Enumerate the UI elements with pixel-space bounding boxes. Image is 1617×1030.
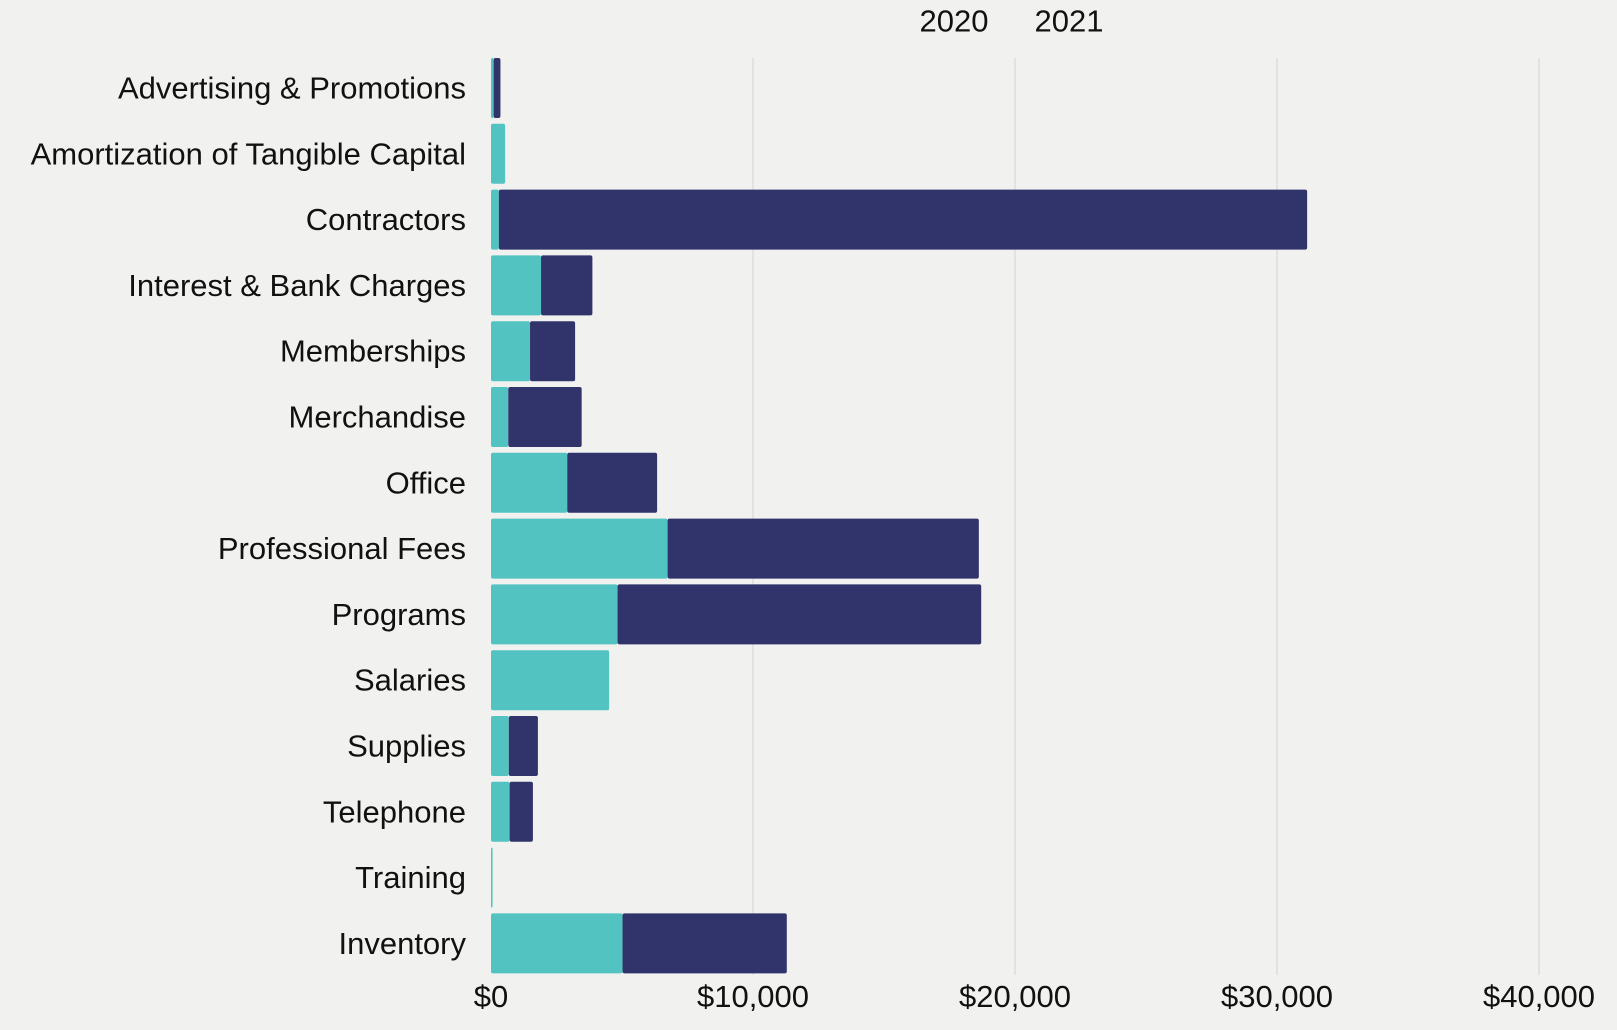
x-tick-label: $0: [474, 979, 508, 1014]
x-tick-label: $10,000: [697, 979, 809, 1014]
bar-2020-advertising-promotions: [491, 58, 494, 118]
legend: 2020 2021: [920, 4, 1104, 39]
category-labels: Advertising & Promotions Amortization of …: [31, 71, 467, 961]
x-tick-labels: $0 $10,000 $20,000 $30,000 $40,000: [474, 979, 1595, 1014]
bar-2021-telephone: [509, 781, 533, 842]
bar-2020-inventory: [491, 913, 623, 974]
bar-2020-amortization-of-tangible-capital: [491, 123, 506, 184]
category-label: Merchandise: [289, 400, 466, 435]
bar-2021-contractors: [498, 189, 1308, 250]
bar-2020-telephone: [491, 781, 510, 842]
x-tick-label: $40,000: [1483, 979, 1595, 1014]
category-label: Contractors: [306, 202, 466, 237]
category-label: Supplies: [347, 729, 466, 764]
x-tick-label: $20,000: [959, 979, 1071, 1014]
category-label: Memberships: [280, 334, 466, 369]
category-label: Inventory: [338, 926, 466, 961]
bar-2021-advertising-promotions: [493, 58, 501, 118]
category-label: Interest & Bank Charges: [128, 268, 466, 303]
bar-2021-office: [567, 452, 658, 513]
bar-2021-programs: [617, 584, 982, 645]
bars: [491, 58, 1308, 974]
category-label: Training: [355, 860, 466, 895]
x-tick-label: $30,000: [1221, 979, 1333, 1014]
bar-2020-merchandise: [491, 387, 509, 447]
bar-2021-interest-bank-charges: [541, 255, 593, 316]
category-label: Office: [386, 465, 466, 500]
category-label: Amortization of Tangible Capital: [31, 136, 466, 171]
bar-2020-memberships: [491, 321, 531, 382]
category-label: Advertising & Promotions: [118, 71, 466, 106]
bar-2020-office: [491, 452, 568, 513]
bar-2020-salaries: [491, 650, 610, 711]
legend-item-2020: 2020: [920, 4, 989, 39]
bar-2020-training: [491, 847, 493, 908]
category-label: Salaries: [354, 663, 466, 698]
category-label: Programs: [332, 597, 466, 632]
bar-2021-inventory: [622, 913, 787, 974]
category-label: Telephone: [323, 794, 466, 829]
bar-2021-supplies: [508, 716, 538, 776]
bar-2021-memberships: [530, 321, 576, 382]
category-label: Professional Fees: [218, 531, 466, 566]
bar-2021-professional-fees: [667, 518, 979, 579]
bar-2020-supplies: [491, 716, 509, 776]
bar-2020-contractors: [491, 189, 499, 250]
bar-2021-merchandise: [508, 387, 582, 447]
legend-item-2021: 2021: [1035, 4, 1104, 39]
bar-2020-interest-bank-charges: [491, 255, 542, 316]
bar-2020-professional-fees: [491, 518, 668, 579]
bar-2020-programs: [491, 584, 618, 645]
